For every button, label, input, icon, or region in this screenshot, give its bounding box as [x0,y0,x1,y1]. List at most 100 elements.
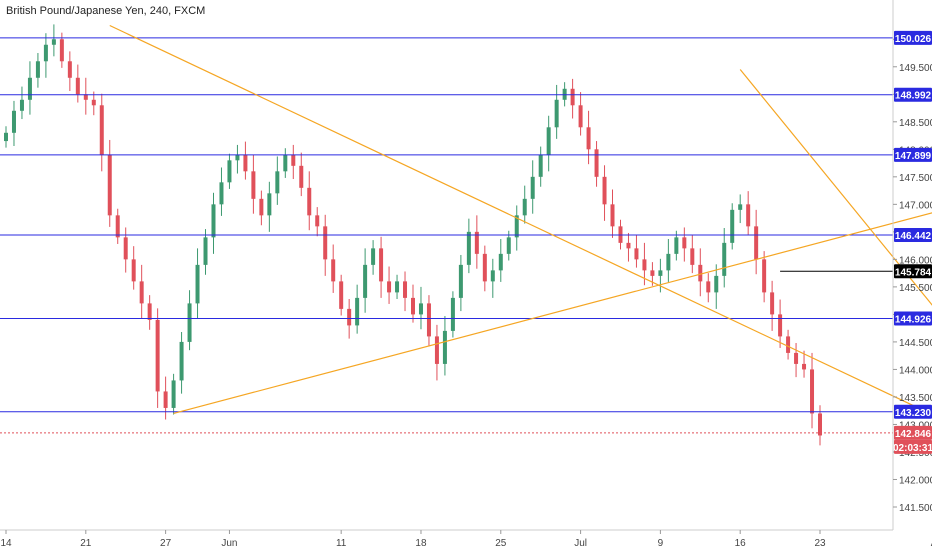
candle-body [626,242,631,249]
candle-body [650,270,655,276]
y-tick-label: 147.500 [899,173,932,184]
candle-body [155,319,160,392]
y-tick-label: 143.500 [899,393,932,404]
candle-body [323,226,328,260]
candle-body [91,99,96,106]
trendline [173,212,932,415]
candle-body [746,204,751,227]
candle-body [506,237,511,254]
candle-body [658,270,663,276]
level-tag-bg [894,311,932,326]
candle-body [666,253,671,271]
candle-body [387,281,392,293]
candle-body [450,297,455,331]
x-tick-label: 25 [495,538,507,549]
candle-body [235,154,240,161]
candle-body [19,99,24,111]
candle-body [762,259,767,293]
candle-body [203,237,208,265]
candle-body [578,105,583,128]
candle-body [131,259,136,282]
y-tick-label: 144.500 [899,338,932,349]
candle-body [67,61,72,78]
candle-body [634,248,639,260]
candle-body [802,363,807,370]
time-axis[interactable]: 142127Jun111825Jul91623Aug13 [0,530,932,549]
candle-body [490,270,495,282]
level-tag: 150.026 [895,34,932,45]
chart-title: British Pound/Japanese Yen, 240, FXCM [6,5,205,17]
candle-body [35,61,40,78]
candle-body [363,264,368,298]
candle-body [331,259,336,282]
candle-body [267,193,272,216]
candle-body [434,336,439,364]
x-tick-label: 21 [80,538,92,549]
x-tick-label: 18 [415,538,427,549]
candle-body [283,154,288,172]
candle-body [99,105,104,155]
x-tick-label: 23 [814,538,826,549]
candle-body [690,248,695,265]
candle-body [355,297,360,326]
trendlines-layer [109,24,932,416]
y-tick-label: 145.500 [899,283,932,294]
y-tick-label: 149.500 [899,63,932,74]
trendline [109,24,932,416]
candle-body [347,308,352,326]
x-tick-label: 16 [735,538,747,549]
candle-body [458,264,463,298]
candle-body [754,226,759,260]
candle-body [770,292,775,315]
candle-body [698,264,703,282]
candle-body [682,237,687,249]
candle-body [522,198,527,216]
marker-tag-bg [894,264,932,279]
candle-body [411,297,415,315]
candle-body [195,264,200,304]
candle-body [730,209,735,243]
candle-body [482,253,487,282]
candle-body [139,281,144,304]
candle-body [259,198,264,216]
candle-body [642,259,647,271]
candle-body [379,248,384,282]
candle-body [75,77,80,95]
candle-body [147,303,152,320]
candle-body [706,281,711,293]
candle-body [395,281,400,293]
candle-body [11,110,16,133]
candle-body [714,275,719,293]
y-tick-label: 144.000 [899,365,932,376]
x-tick-label: 14 [0,538,12,549]
candle-body [530,176,535,199]
candle-body [123,237,128,260]
level-tag: 144.926 [895,314,932,325]
candle-body [115,215,120,238]
candle-body [219,182,224,205]
price-tags-layer: 150.026 148.992 147.899 146.442 144.926 143.2… [893,30,932,454]
candle-body [171,380,176,408]
x-tick-label: Jun [221,538,237,549]
trendline [739,69,932,306]
level-tag: 146.442 [895,231,932,242]
y-tick-label: 148.500 [899,118,932,129]
candle-body [794,352,799,364]
countdown-tag: 02:03:31 [893,443,932,454]
countdown-tag-bg [894,439,932,454]
candle-body [163,391,168,408]
candle-body [610,204,615,227]
candle-body [418,303,423,315]
y-tick-label: 146.000 [899,255,932,266]
candle-body [275,171,280,194]
candle-body [243,154,248,172]
candle-body [211,204,216,238]
candle-body [83,94,88,100]
candle-body [299,165,304,188]
candle-body [786,336,791,353]
candle-body [27,77,32,100]
candle-body [227,160,232,183]
candle-body [498,253,503,271]
y-tick-label: 147.000 [899,200,932,211]
